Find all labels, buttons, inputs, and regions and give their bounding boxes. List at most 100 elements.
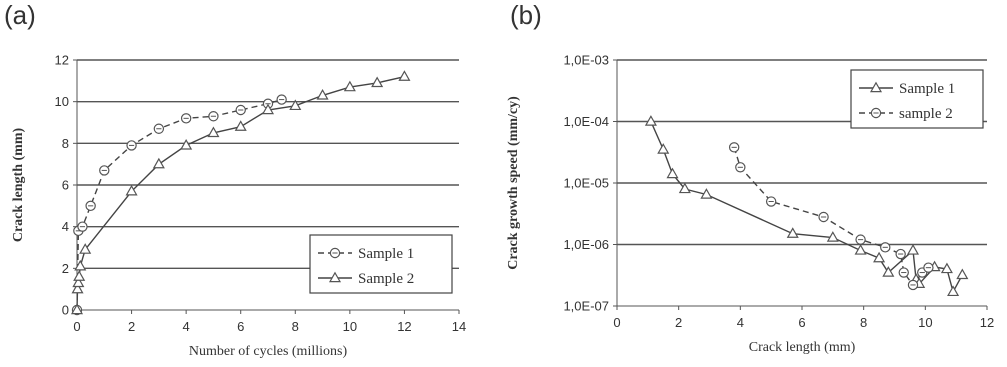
data-point-a-1 bbox=[276, 94, 287, 105]
data-point-b-1 bbox=[826, 231, 839, 242]
data-point-b-2 bbox=[907, 279, 919, 291]
x-tick-label: 0 bbox=[73, 319, 80, 334]
legend-box bbox=[850, 69, 984, 129]
data-point-a-1 bbox=[235, 104, 246, 116]
data-point-b-1 bbox=[644, 115, 657, 126]
data-point-a-1 bbox=[180, 113, 192, 124]
data-point-a-2 bbox=[74, 259, 87, 271]
data-point-a-2 bbox=[398, 70, 411, 81]
x-tick-label: 6 bbox=[798, 315, 805, 330]
legend-label: sample 2 bbox=[899, 106, 953, 122]
panel-label-b: (b) bbox=[510, 0, 542, 30]
data-point-a-2 bbox=[70, 303, 84, 315]
data-point-b-1 bbox=[873, 251, 886, 263]
y-tick-label: 1,0E-04 bbox=[563, 114, 609, 129]
data-point-b-2 bbox=[735, 162, 746, 173]
data-point-a-2 bbox=[343, 80, 356, 92]
legend-marker bbox=[329, 247, 341, 259]
data-point-a-2 bbox=[261, 103, 275, 115]
y-tick-label: 8 bbox=[62, 136, 69, 151]
crack-growth-speed-chart: 1,0E-07 1,0E-06 1,0E-05 1,0E-04 1,0E-03 0 2 4 6 8… bbox=[506, 53, 994, 356]
data-point-a-2 bbox=[73, 270, 86, 281]
crack-length-chart: 0 2 4 6 8 10 12 0 2 4 6 8 10 12 14 Number of cycles (mi… bbox=[11, 53, 466, 360]
data-point-a-1 bbox=[208, 111, 219, 122]
data-point-b-2 bbox=[765, 196, 777, 207]
legend-marker bbox=[328, 271, 342, 283]
data-point-a-2 bbox=[152, 157, 165, 169]
data-point-b-2 bbox=[898, 267, 909, 278]
x-tick-label: 4 bbox=[737, 315, 744, 330]
data-point-b-2 bbox=[855, 234, 866, 245]
series-line-b-1 bbox=[650, 121, 963, 294]
data-point-a-2 bbox=[234, 120, 247, 131]
data-point-b-1 bbox=[657, 143, 670, 154]
legend-label: Sample 2 bbox=[358, 271, 414, 287]
data-point-b-2 bbox=[923, 262, 934, 273]
data-point-b-1 bbox=[956, 268, 969, 280]
x-tick-label: 8 bbox=[860, 315, 867, 330]
data-point-b-1 bbox=[882, 266, 895, 277]
legend-box bbox=[309, 234, 453, 294]
y-tick-label: 1,0E-07 bbox=[563, 299, 609, 314]
x-tick-label: 4 bbox=[183, 319, 190, 334]
data-point-b-2 bbox=[728, 142, 740, 153]
y-tick-label: 6 bbox=[62, 178, 69, 193]
data-point-b-1 bbox=[700, 188, 713, 199]
data-point-a-2 bbox=[207, 126, 220, 138]
y-tick-label: 4 bbox=[62, 219, 69, 234]
y-tick-label: 0 bbox=[62, 303, 69, 318]
x-axis-title: Number of cycles (millions) bbox=[189, 344, 348, 359]
legend: Sample 1 sample 2 bbox=[850, 69, 984, 129]
data-point-a-2 bbox=[180, 139, 193, 150]
panel-label-a: (a) bbox=[4, 0, 36, 30]
legend-label: Sample 1 bbox=[899, 81, 955, 97]
data-point-b-1 bbox=[940, 262, 953, 274]
y-tick-label: 10 bbox=[55, 94, 69, 109]
data-point-b-1 bbox=[854, 244, 867, 255]
data-point-b-1 bbox=[666, 167, 679, 179]
y-axis-title: Crack length (mm) bbox=[11, 128, 26, 243]
data-point-b-2 bbox=[818, 211, 829, 223]
data-point-b-1 bbox=[786, 227, 799, 238]
data-point-a-1 bbox=[77, 221, 88, 232]
data-point-b-1 bbox=[678, 182, 691, 194]
y-tick-label: 2 bbox=[62, 261, 69, 276]
y-tick-label: 1,0E-06 bbox=[563, 237, 609, 252]
x-tick-label: 12 bbox=[980, 315, 994, 330]
x-tick-label: 10 bbox=[918, 315, 932, 330]
x-tick-label: 8 bbox=[292, 319, 299, 334]
series-line-b-2 bbox=[733, 147, 929, 287]
data-point-b-1 bbox=[906, 244, 920, 255]
data-point-a-2 bbox=[371, 76, 384, 88]
y-axis-title: Crack growth speed (mm/cy) bbox=[506, 96, 521, 270]
data-point-b-2 bbox=[895, 248, 906, 260]
x-axis-title: Crack length (mm) bbox=[749, 340, 856, 355]
data-point-a-2 bbox=[71, 282, 84, 294]
data-point-a-2 bbox=[125, 184, 138, 196]
data-point-a-2 bbox=[72, 276, 85, 288]
data-point-a-2 bbox=[79, 243, 92, 254]
legend-label: Sample 1 bbox=[358, 246, 414, 262]
x-tick-label: 6 bbox=[237, 319, 244, 334]
data-point-a-1 bbox=[153, 123, 165, 134]
x-tick-label: 2 bbox=[128, 319, 135, 334]
series-line-a-1 bbox=[76, 98, 282, 311]
x-tick-label: 14 bbox=[452, 319, 466, 334]
y-tick-label: 12 bbox=[55, 53, 69, 68]
data-point-b-1 bbox=[947, 285, 960, 297]
data-point-a-1 bbox=[126, 140, 137, 151]
data-point-a-1 bbox=[85, 200, 96, 212]
legend: Sample 1 Sample 2 bbox=[309, 234, 453, 294]
data-point-a-1 bbox=[99, 165, 110, 176]
x-tick-label: 12 bbox=[397, 319, 411, 334]
x-tick-label: 0 bbox=[613, 315, 620, 330]
x-tick-label: 10 bbox=[343, 319, 357, 334]
y-tick-label: 1,0E-03 bbox=[563, 53, 609, 68]
data-point-b-2 bbox=[880, 242, 891, 253]
legend-marker bbox=[869, 81, 883, 93]
y-tick-label: 1,0E-05 bbox=[563, 176, 609, 191]
legend-marker bbox=[870, 107, 882, 119]
x-tick-label: 2 bbox=[675, 315, 682, 330]
data-point-a-2 bbox=[289, 99, 302, 111]
data-point-a-2 bbox=[316, 89, 329, 100]
